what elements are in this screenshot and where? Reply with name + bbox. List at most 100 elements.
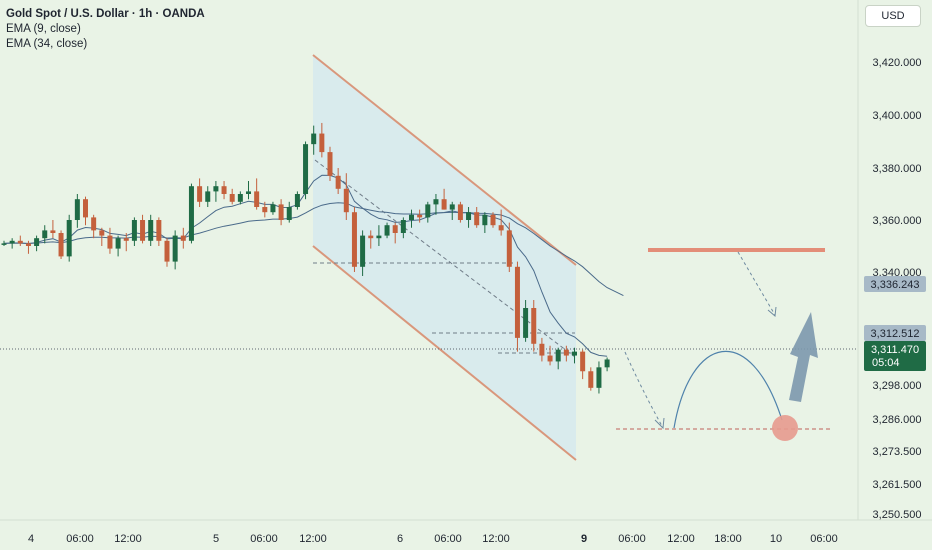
current-price-tag <box>864 341 926 371</box>
time-tick-label: 06:00 <box>66 533 94 545</box>
candle-up <box>555 349 561 362</box>
time-tick-label: 10 <box>770 533 782 545</box>
ema-fast-price-label: 3,312.512 <box>871 328 920 340</box>
candle-up <box>188 186 194 241</box>
candle-up <box>246 191 251 194</box>
candle-up <box>409 214 414 220</box>
time-tick-label: 06:00 <box>250 533 278 545</box>
time-tick-label: 06:00 <box>618 533 646 545</box>
price-tick-label: 3,420.000 <box>873 57 922 69</box>
time-tick-label: 06:00 <box>434 533 462 545</box>
candle-up <box>148 220 154 241</box>
candle-down <box>180 235 186 241</box>
candle-down <box>588 371 594 388</box>
candle-down <box>197 186 203 202</box>
symbol-title[interactable]: Gold Spot / U.S. Dollar · 1h · OANDA <box>6 8 205 20</box>
bullish-arrow-icon[interactable] <box>789 312 818 402</box>
candle-up <box>213 186 219 192</box>
ema-slow-price-tag <box>864 276 926 292</box>
candle-down <box>99 230 105 236</box>
candle-down <box>123 238 129 241</box>
candle-up <box>294 194 300 207</box>
candle-down <box>457 204 463 220</box>
candle-down <box>221 186 227 194</box>
candle-down <box>490 214 496 226</box>
candle-down <box>539 343 545 356</box>
time-tick-label: 12:00 <box>114 533 142 545</box>
candle-up <box>376 235 382 239</box>
candle-up <box>433 199 439 205</box>
candle-down <box>368 235 374 239</box>
candle-up <box>131 220 137 241</box>
candle-up <box>286 207 292 220</box>
candle-down <box>351 212 357 267</box>
time-tick-label: 5 <box>213 533 219 545</box>
ema-34-line[interactable] <box>3 202 624 297</box>
drop-arrow-head <box>654 417 665 430</box>
candle-down <box>327 152 333 176</box>
candle-down <box>441 199 447 210</box>
projection-arrow-head <box>767 306 777 317</box>
candle-up <box>572 351 577 356</box>
drop-dashed-path[interactable] <box>624 351 663 427</box>
candle-up <box>449 204 455 210</box>
candle-up <box>400 220 406 233</box>
ema-9-legend[interactable]: EMA (9, close) <box>6 23 81 35</box>
candle-up <box>34 238 40 246</box>
price-tick-label: 3,400.000 <box>873 110 922 122</box>
candle-down <box>140 220 146 241</box>
ema-slow-price-label: 3,336.243 <box>871 279 920 291</box>
candle-down <box>91 217 97 231</box>
price-tick-label: 3,380.000 <box>873 163 922 175</box>
candle-down <box>107 235 113 249</box>
candle-up <box>482 214 488 226</box>
bounce-curve-path[interactable] <box>673 350 783 429</box>
candle-up <box>425 204 431 218</box>
candle-up <box>172 235 178 262</box>
candle-up <box>523 308 529 338</box>
candle-up <box>270 204 276 213</box>
candle-down <box>547 355 553 362</box>
candle-down <box>506 230 512 267</box>
candle-countdown-label: 05:04 <box>872 357 900 369</box>
candle-down <box>319 133 325 153</box>
candle-down <box>17 240 23 244</box>
price-tick-label: 3,360.000 <box>873 215 922 227</box>
candle-down <box>229 194 235 202</box>
target-zone-circle[interactable] <box>772 415 798 441</box>
candle-up <box>42 230 48 239</box>
candle-down <box>498 225 504 231</box>
candle-up <box>66 220 72 257</box>
candle-down <box>254 191 260 207</box>
price-tick-label: 3,250.500 <box>873 509 922 521</box>
candle-down <box>531 308 537 344</box>
candle-up <box>466 212 472 220</box>
price-tick-label: 3,273.500 <box>873 446 922 458</box>
currency-button[interactable]: USD <box>865 5 921 27</box>
candle-down <box>474 212 480 226</box>
candle-up <box>303 144 309 194</box>
candle-down <box>417 214 423 218</box>
channel-upper-line[interactable] <box>312 54 577 266</box>
time-tick-label: 12:00 <box>482 533 510 545</box>
candle-down <box>563 349 569 356</box>
candle-down <box>343 188 349 213</box>
current-price-label: 3,311.470 <box>871 344 919 356</box>
candle-up <box>596 367 602 388</box>
price-tick-label: 3,286.000 <box>873 414 922 426</box>
channel-lower-line[interactable] <box>312 245 577 461</box>
projection-dashed-arrow[interactable] <box>737 251 776 316</box>
time-tick-label: 6 <box>397 533 403 545</box>
candle-up <box>237 194 243 202</box>
candle-down <box>278 204 284 220</box>
ema-fast-price-tag <box>864 325 926 341</box>
candle-down <box>156 220 162 241</box>
time-tick-label: 12:00 <box>299 533 327 545</box>
candle-up <box>1 243 7 245</box>
trend-dashed-line[interactable] <box>314 159 576 358</box>
candle-down <box>580 351 586 372</box>
ema-34-legend[interactable]: EMA (34, close) <box>6 38 88 50</box>
price-tick-label: 3,261.500 <box>873 479 922 491</box>
candle-up <box>115 238 121 249</box>
